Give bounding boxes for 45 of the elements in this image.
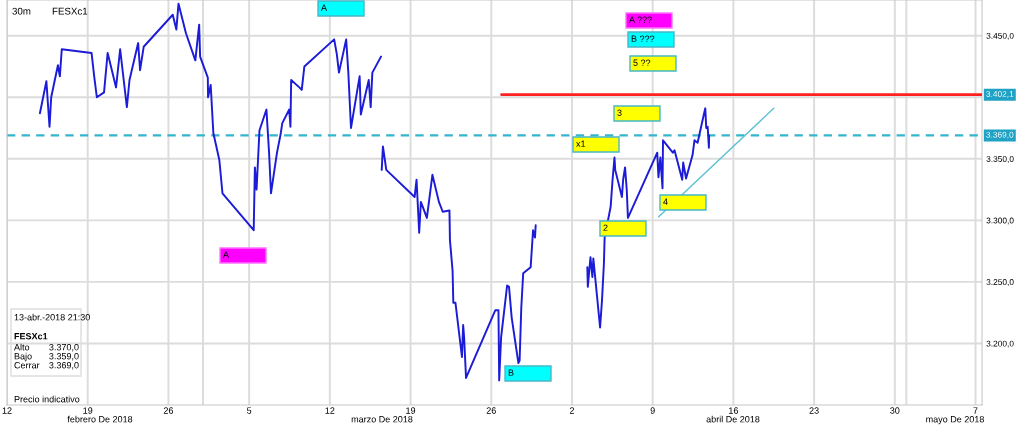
annotation: FESXc1 bbox=[14, 333, 48, 340]
x-tick-label: 12 bbox=[2, 407, 12, 414]
annotation: x1 bbox=[576, 140, 586, 147]
x-tick-label: 2 bbox=[569, 407, 575, 414]
text: marzo De 2018 bbox=[351, 416, 413, 423]
x-tick-label: 19 bbox=[83, 407, 93, 414]
y-tick-label: 3.250,0 bbox=[986, 279, 1014, 286]
annotation: 3.370,0 bbox=[49, 344, 79, 352]
annotation: 13-abr.-2018 21:30 bbox=[14, 313, 90, 321]
annotation: A bbox=[321, 4, 327, 11]
ref-line-label: 3.369,0 bbox=[986, 131, 1014, 139]
annotation: Precio indicativo bbox=[14, 395, 80, 403]
text: abril De 2018 bbox=[706, 415, 760, 423]
x-tick-label: 26 bbox=[486, 407, 496, 414]
annotation: 3.369,0 bbox=[49, 362, 79, 370]
text: mayo De 2018 bbox=[926, 416, 984, 425]
annotation: B bbox=[508, 369, 514, 376]
data-label: 3.402,1 bbox=[986, 91, 1014, 98]
x-tick-label: 23 bbox=[809, 407, 819, 414]
y-tick-label: 3.300,0 bbox=[986, 217, 1014, 225]
text: FESXc1 bbox=[52, 7, 88, 15]
x-tick-label: 26 bbox=[163, 407, 174, 414]
annotation: A ??? bbox=[629, 16, 652, 23]
annotation: Alto bbox=[14, 343, 30, 351]
annotation: 5 ?? bbox=[633, 59, 651, 66]
text: 30m bbox=[12, 7, 31, 15]
x-tick-label: 19 bbox=[406, 407, 416, 414]
x-tick-label: 16 bbox=[729, 407, 739, 414]
y-tick-label: 3.350,0 bbox=[986, 156, 1014, 163]
x-tick-label: 9 bbox=[650, 407, 655, 414]
annotation: 4 bbox=[663, 198, 668, 205]
y-tick-label: 3.200,0 bbox=[986, 340, 1014, 348]
annotation: A bbox=[223, 251, 229, 258]
x-tick-label: 12 bbox=[325, 407, 335, 414]
annotation: 3.359,0 bbox=[49, 353, 79, 361]
annotation: 2 bbox=[603, 224, 608, 231]
annotation: Bajo bbox=[14, 352, 32, 362]
annotation: B ??? bbox=[631, 35, 655, 42]
annotation: 3 bbox=[617, 109, 622, 116]
x-tick-label: 30 bbox=[890, 407, 900, 414]
x-tick-label: 7 bbox=[973, 407, 978, 414]
x-tick-label: 5 bbox=[246, 407, 252, 414]
text: febrero De 2018 bbox=[67, 415, 133, 423]
annotation: Cerrar bbox=[14, 362, 40, 369]
y-tick-label: 3.450,0 bbox=[986, 32, 1014, 40]
